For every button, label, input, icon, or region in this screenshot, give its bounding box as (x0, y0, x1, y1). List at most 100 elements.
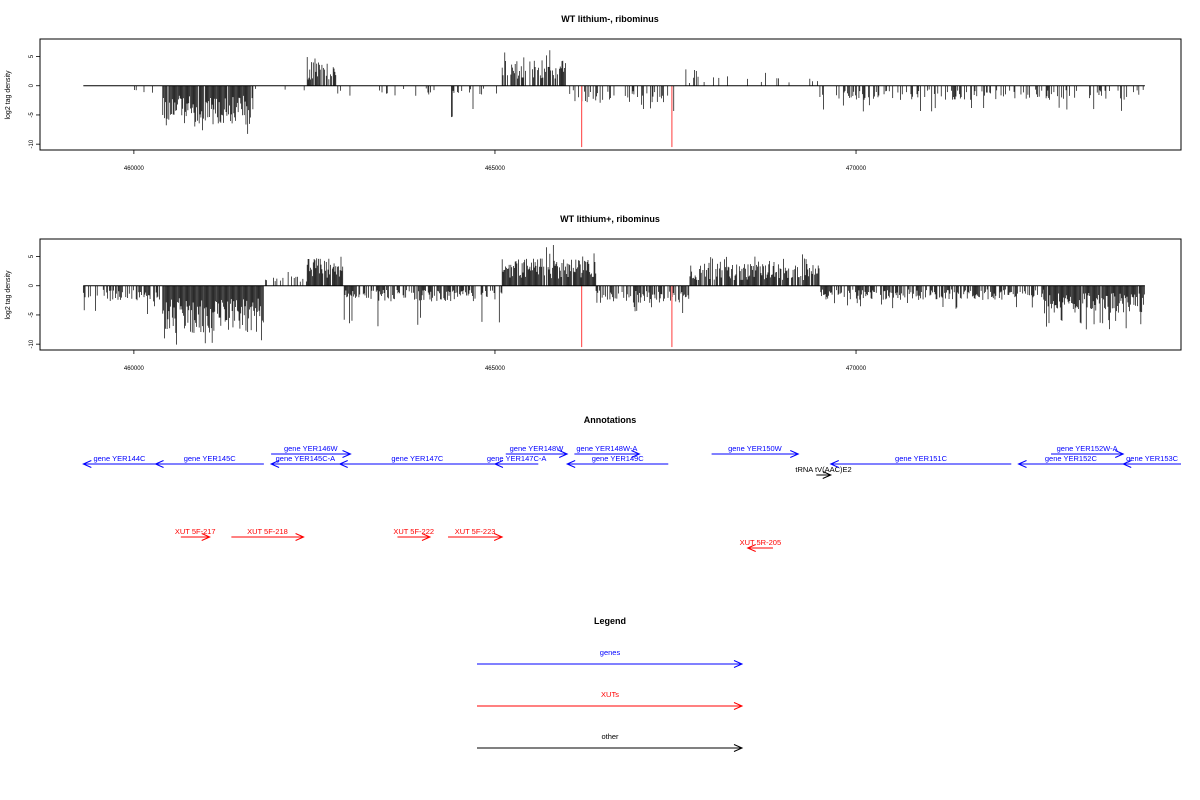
legend-items: genes XUTs other (477, 648, 744, 752)
y-axis-label: log2 tag density (5, 270, 12, 320)
signal-bars (82, 245, 1145, 348)
annotations-title: Annotations (584, 415, 637, 425)
y-tick-label: -10 (29, 339, 35, 348)
feature-gene: gene YER147C (338, 454, 495, 468)
axes: 5 0 -5 -10 460000 465000 470000 (29, 254, 1145, 372)
feature-arrowhead (829, 460, 839, 468)
feature-label: gene YER149C (592, 454, 645, 463)
legend-arrowhead (733, 744, 744, 752)
feature-arrowhead (746, 544, 756, 552)
legend-label: genes (600, 648, 621, 657)
y-tick-label: 5 (29, 254, 35, 258)
feature-label: XUT 5F-217 (175, 527, 216, 536)
annotations-panel: Annotations gene YER144C gene YER145C gene… (82, 415, 1181, 552)
feature-xut: XUT 5F-222 (393, 527, 434, 541)
feature-other: tRNA tV(AAC)E2 (795, 465, 852, 479)
feature-arrowhead (338, 460, 348, 468)
feature-label: tRNA tV(AAC)E2 (795, 465, 851, 474)
feature-label: XUT 5F-223 (455, 527, 496, 536)
feature-gene: gene YER152C (1017, 454, 1124, 468)
feature-label: XUT 5F-218 (247, 527, 288, 536)
feature-arrowhead (1017, 460, 1027, 468)
legend-label: other (601, 732, 619, 741)
x-tick-label: 470000 (846, 166, 867, 172)
feature-gene: gene YER145C-A (269, 454, 340, 468)
feature-label: gene YER146W (284, 444, 339, 453)
feature-gene: gene YER150W (711, 444, 800, 458)
legend-title: Legend (594, 616, 626, 626)
signal-bars (134, 50, 1144, 148)
feature-xut: XUT 5F-218 (231, 527, 305, 541)
legend: Legend genes XUTs other (477, 616, 744, 752)
feature-gene: gene YER148W-A (574, 444, 641, 458)
x-tick-label: 465000 (485, 366, 506, 372)
feature-label: XUT 5R-205 (740, 538, 782, 547)
x-tick-label: 465000 (485, 166, 506, 172)
feature-arrowhead (82, 460, 92, 468)
feature-arrowhead (493, 460, 504, 468)
feature-arrowhead (269, 460, 280, 468)
feature-arrowhead (342, 450, 352, 458)
y-tick-label: 5 (29, 54, 35, 58)
feature-xut: XUT 5F-223 (448, 527, 504, 541)
feature-gene: gene YER149C (565, 454, 669, 468)
feature-arrowhead (493, 533, 504, 541)
feature-arrowhead (295, 533, 305, 541)
chart-title-lithium-minus: WT lithium-, ribominus (561, 14, 659, 24)
x-tick-label: 460000 (124, 166, 145, 172)
chart-title-lithium-plus: WT lithium+, ribominus (560, 214, 660, 224)
feature-label: gene YER145C-A (276, 454, 335, 463)
y-tick-label: -5 (29, 312, 35, 318)
legend-item-other: other (477, 732, 744, 752)
feature-arrowhead (421, 533, 432, 541)
feature-arrowhead (790, 450, 800, 458)
legend-label: XUTs (601, 690, 619, 699)
feature-gene: gene YER148W (505, 444, 569, 458)
feature-arrowhead (558, 450, 569, 458)
feature-arrowhead (822, 471, 833, 479)
feature-gene: gene YER151C (829, 454, 1012, 468)
feature-label: gene YER145C (184, 454, 237, 463)
x-tick-label: 460000 (124, 366, 145, 372)
feature-label: gene YER150W (728, 444, 783, 453)
feature-arrowhead (201, 533, 211, 541)
feature-xut: XUT 5F-217 (175, 527, 216, 541)
legend-item-gene: genes (477, 648, 744, 668)
feature-label: gene YER147C (391, 454, 444, 463)
feature-arrowhead (1115, 450, 1125, 458)
feature-arrowhead (154, 460, 164, 468)
feature-label: gene YER147C-A (487, 454, 546, 463)
y-tick-label: -5 (29, 112, 35, 118)
feature-gene: gene YER146W (271, 444, 352, 458)
legend-item-xut: XUTs (477, 690, 744, 710)
feature-gene: gene YER144C (82, 454, 156, 468)
axes: 5 0 -5 -10 460000 465000 470000 (29, 54, 1145, 172)
plot-frame (39, 238, 1182, 351)
feature-label: gene YER151C (895, 454, 948, 463)
y-tick-label: 0 (29, 83, 35, 87)
feature-label: gene YER148W-A (576, 444, 637, 453)
chart-panel-lithium-plus: WT lithium+, ribominus log2 tag density … (5, 214, 1182, 372)
feature-xut: XUT 5R-205 (740, 538, 782, 552)
feature-label: gene YER148W (510, 444, 565, 453)
feature-gene: gene YER145C (154, 454, 264, 468)
legend-arrowhead (733, 702, 744, 710)
legend-arrowhead (733, 660, 744, 668)
feature-label: gene YER144C (93, 454, 146, 463)
x-tick-label: 470000 (846, 366, 867, 372)
feature-arrowhead (1121, 460, 1132, 468)
feature-gene: gene YER152W-A (1051, 444, 1125, 458)
y-axis-label: log2 tag density (5, 70, 12, 120)
feature-arrowhead (565, 460, 576, 468)
feature-gene: gene YER147C-A (487, 454, 546, 468)
feature-gene: gene YER153C (1121, 454, 1181, 468)
feature-arrowhead (631, 450, 641, 458)
feature-label: XUT 5F-222 (393, 527, 434, 536)
y-tick-label: -10 (29, 139, 35, 148)
feature-label: gene YER153C (1126, 454, 1179, 463)
feature-label: gene YER152W-A (1057, 444, 1118, 453)
y-tick-label: 0 (29, 283, 35, 287)
chart-panel-lithium-minus: WT lithium-, ribominus log2 tag density … (5, 14, 1182, 172)
